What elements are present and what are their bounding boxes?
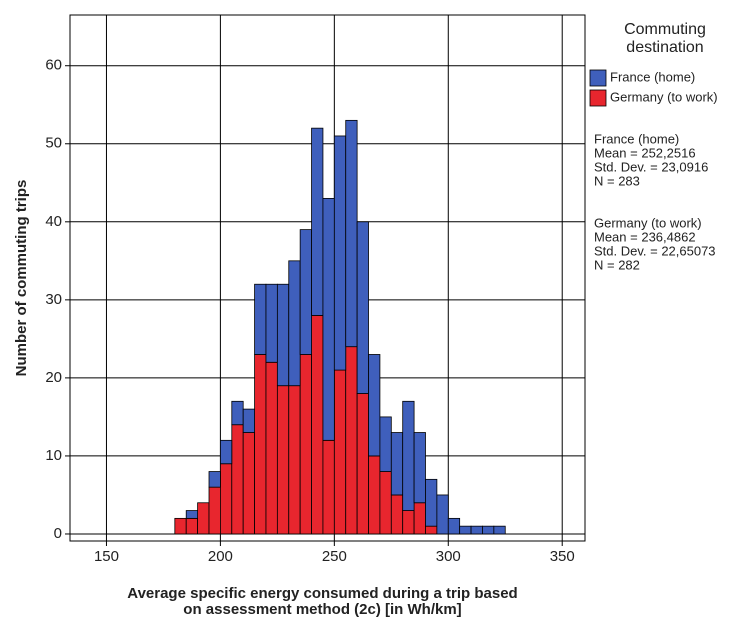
bar — [447, 517, 461, 535]
legend-label: Germany (to work) — [610, 89, 718, 104]
bar — [231, 424, 244, 535]
bar — [231, 400, 244, 426]
bar — [459, 525, 472, 535]
bar — [413, 502, 426, 535]
bar — [219, 439, 233, 465]
stats-annotation: France (home) — [594, 131, 679, 146]
bar — [425, 478, 438, 527]
bar — [425, 525, 438, 535]
bar — [413, 432, 426, 504]
bar — [311, 127, 324, 316]
bar — [379, 416, 392, 472]
stats-annotation: Std. Dev. = 22,65073 — [594, 243, 716, 258]
y-tick-label: 0 — [54, 525, 62, 542]
bar — [254, 354, 267, 535]
x-tick-label: 150 — [94, 548, 119, 565]
bar — [402, 400, 415, 511]
bar — [345, 346, 358, 535]
bar — [368, 354, 381, 457]
bar — [265, 283, 278, 363]
legend-swatch — [589, 69, 607, 87]
y-tick-label: 60 — [45, 57, 62, 74]
legend-label: France (home) — [610, 69, 695, 84]
bar — [299, 354, 312, 535]
y-tick-label: 50 — [45, 135, 62, 152]
bar — [276, 385, 290, 535]
bar — [368, 455, 381, 535]
y-axis-label: Number of commuting trips — [13, 180, 30, 377]
x-axis-label: on assessment method (2c) [in Wh/km] — [183, 601, 461, 618]
bar — [482, 525, 495, 535]
legend-title: Commuting — [624, 21, 706, 38]
bar — [390, 432, 404, 496]
y-tick-label: 30 — [45, 291, 62, 308]
y-tick-label: 20 — [45, 369, 62, 386]
x-tick-label: 300 — [436, 548, 461, 565]
stats-annotation: Mean = 236,4862 — [594, 229, 696, 244]
x-axis-label: Average specific energy consumed during … — [127, 585, 517, 602]
bar — [322, 197, 335, 441]
legend-title: destination — [626, 39, 703, 56]
bar — [219, 463, 233, 535]
bar — [436, 494, 449, 535]
stats-annotation: Germany (to work) — [594, 215, 702, 230]
bar — [288, 260, 301, 387]
stats-annotation: Std. Dev. = 23,0916 — [594, 159, 708, 174]
bar — [185, 510, 199, 519]
bar — [288, 385, 301, 535]
bar — [265, 361, 278, 535]
bar — [197, 502, 210, 535]
bar — [311, 315, 324, 535]
bar — [299, 229, 312, 355]
bar — [356, 393, 369, 535]
stats-annotation: N = 282 — [594, 257, 640, 272]
bar — [493, 525, 506, 535]
bar — [208, 486, 221, 535]
bar — [333, 135, 347, 371]
bar — [390, 494, 404, 535]
bar — [242, 408, 255, 433]
y-tick-label: 10 — [45, 447, 62, 464]
bar — [345, 119, 358, 348]
bar — [185, 517, 199, 535]
bar — [333, 369, 347, 535]
x-tick-label: 200 — [208, 548, 233, 565]
x-tick-label: 350 — [550, 548, 575, 565]
bar — [276, 283, 290, 387]
bar — [174, 517, 187, 535]
plot-frame — [69, 14, 586, 542]
legend-swatch — [589, 89, 607, 107]
bar — [322, 439, 335, 535]
stats-annotation: N = 283 — [594, 173, 640, 188]
bar — [242, 432, 255, 535]
x-tick-label: 250 — [322, 548, 347, 565]
bar — [254, 283, 267, 355]
bar — [208, 471, 221, 488]
y-tick-label: 40 — [45, 213, 62, 230]
bar — [379, 471, 392, 535]
bar — [470, 525, 483, 535]
bar — [356, 221, 369, 394]
bar — [402, 510, 415, 535]
stats-annotation: Mean = 252,2516 — [594, 145, 696, 160]
